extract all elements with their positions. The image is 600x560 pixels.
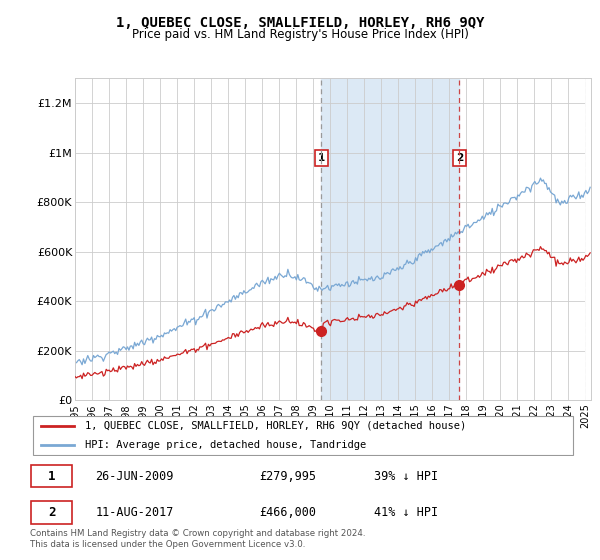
Text: 2: 2 <box>456 153 463 162</box>
Text: 39% ↓ HPI: 39% ↓ HPI <box>374 469 438 483</box>
Text: Contains HM Land Registry data © Crown copyright and database right 2024.
This d: Contains HM Land Registry data © Crown c… <box>30 529 365 549</box>
Text: 1: 1 <box>318 153 325 162</box>
Text: Price paid vs. HM Land Registry's House Price Index (HPI): Price paid vs. HM Land Registry's House … <box>131 28 469 41</box>
FancyBboxPatch shape <box>33 416 573 455</box>
Bar <box>322 78 460 400</box>
Text: 11-AUG-2017: 11-AUG-2017 <box>95 506 174 519</box>
Text: £279,995: £279,995 <box>259 469 316 483</box>
FancyBboxPatch shape <box>31 501 72 524</box>
Text: 2: 2 <box>48 506 56 519</box>
Text: 26-JUN-2009: 26-JUN-2009 <box>95 469 174 483</box>
Text: 41% ↓ HPI: 41% ↓ HPI <box>374 506 438 519</box>
Bar <box>585 78 591 400</box>
Text: 1, QUEBEC CLOSE, SMALLFIELD, HORLEY, RH6 9QY (detached house): 1, QUEBEC CLOSE, SMALLFIELD, HORLEY, RH6… <box>85 421 466 431</box>
Text: 1, QUEBEC CLOSE, SMALLFIELD, HORLEY, RH6 9QY: 1, QUEBEC CLOSE, SMALLFIELD, HORLEY, RH6… <box>116 16 484 30</box>
FancyBboxPatch shape <box>31 465 72 487</box>
Text: HPI: Average price, detached house, Tandridge: HPI: Average price, detached house, Tand… <box>85 440 366 450</box>
Text: 1: 1 <box>48 469 56 483</box>
Text: £466,000: £466,000 <box>259 506 316 519</box>
